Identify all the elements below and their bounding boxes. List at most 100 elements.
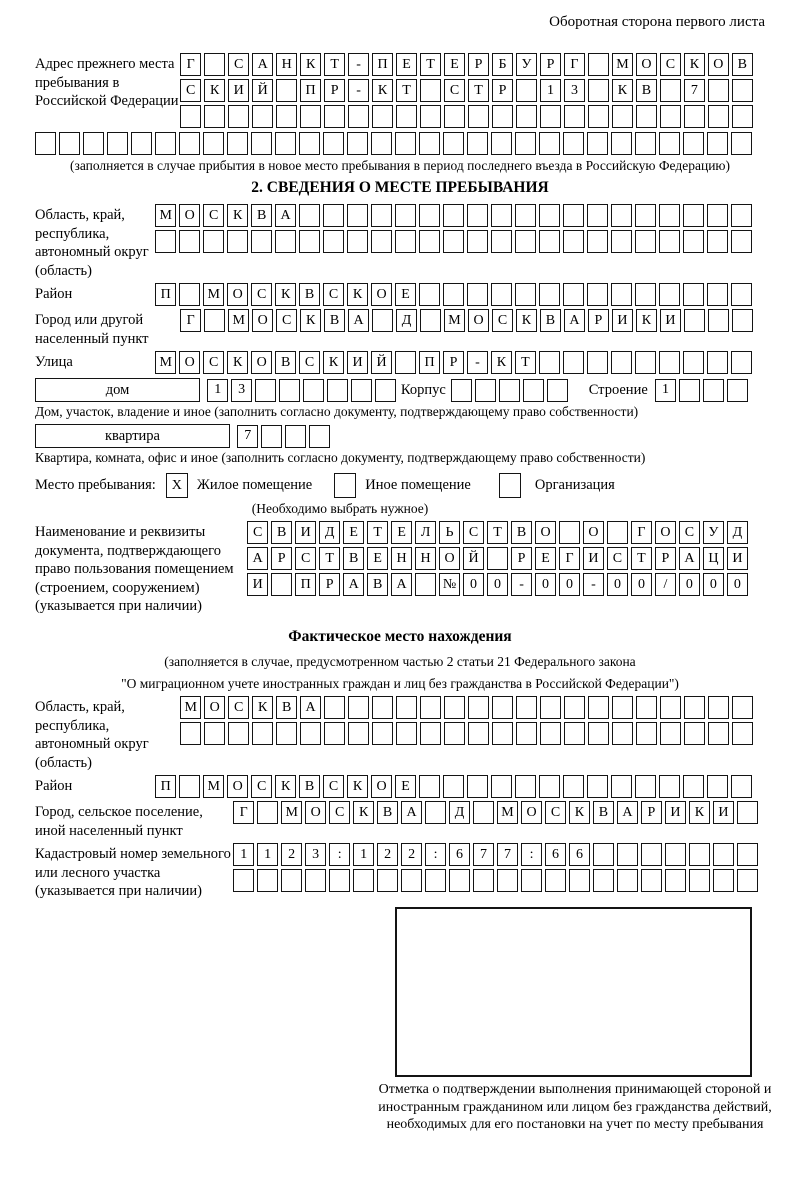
grid-cell [154,132,177,155]
grid-cell: С [202,204,225,227]
grid-cell: С [180,79,202,102]
grid-cell [251,722,274,746]
form-page: Оборотная сторона первого листа Адрес пр… [35,14,772,1132]
grid-cell: О [635,53,658,76]
grid-cell: Ц [702,547,725,571]
grid-cell [587,722,610,746]
grid-cell: С [227,53,250,76]
grid-cell [418,204,441,227]
grid-cell: 7 [472,843,495,867]
city-label: Город или другой населенный пункт [35,312,149,347]
grid-cell [586,230,609,253]
grid-cell [280,869,303,893]
grid-cell: О [226,283,249,307]
grid-cell [586,351,609,375]
grid-cell: 6 [448,843,471,867]
grid-cell: Т [486,521,509,545]
grid-cell [250,230,273,253]
grid-cell: К [635,309,658,333]
grid-cell: 0 [702,573,725,597]
grid-cell [490,775,513,799]
grid-cell: 0 [486,573,509,597]
grid-cell [374,378,397,402]
grid-cell [706,132,728,155]
grid-cell: 7 [237,424,259,448]
grid-cell: К [688,801,711,825]
apartment-row: квартира 7 [35,424,765,449]
grid-cell [736,801,759,825]
grid-cell: Г [180,309,202,333]
grid-cell: 0 [606,573,629,597]
grid-cell [682,230,705,253]
grid-cell [322,204,345,227]
grid-cell: У [702,521,725,545]
grid-cell: К [274,775,297,799]
grid-cell [302,378,325,402]
grid-cell [418,283,441,307]
grid-cell: 1 [207,378,229,402]
grid-cell [491,105,514,128]
grid-cell [586,132,609,155]
grid-cell [514,204,537,227]
grid-cell [256,869,279,893]
grid-cell: Т [366,521,389,545]
grid-cell [539,105,562,128]
grid-cell [731,722,754,746]
grid-cell: П [155,283,177,307]
grid-cell: С [322,283,345,307]
grid-cell [251,105,274,128]
grid-cell [395,696,418,720]
grid-cell [706,351,729,375]
grid-cell [178,230,201,253]
grid-cell: С [443,79,466,102]
grid-cell [350,378,373,402]
stay-type-note: (Необходимо выбрать нужное) [251,501,429,517]
grid-cell [394,204,417,227]
grid-cell [514,775,537,799]
grid-cell: 2 [400,843,423,867]
house-note: Дом, участок, владение и иное (заполнить… [35,404,639,420]
stamp-box [395,907,752,1078]
grid-cell: Д [726,521,749,545]
grid-cell [538,204,561,227]
grid-row [180,105,756,128]
grid-cell [275,105,298,128]
grid-cell [538,132,561,155]
grid-cell: И [664,801,687,825]
stay-type-option-residential: Жилое помещение [196,477,313,494]
grid-cell [730,204,753,227]
grid-cell [706,775,729,799]
grid-cell: С [298,351,321,375]
grid-cell [394,351,417,375]
grid-cell [278,378,301,402]
grid-cell [466,230,489,253]
grid-cell: О [178,351,201,375]
grid-cell [274,230,297,253]
grid-cell [106,132,129,155]
grid-cell [592,869,615,893]
grid-cell [611,722,634,746]
grid-cell [371,722,394,746]
grid-cell [370,204,393,227]
grid-cell [424,801,447,825]
grid-cell: И [611,309,634,333]
grid-cell: 1 [233,843,255,867]
grid-cell [658,204,681,227]
grid-cell [688,843,711,867]
grid-row [180,722,756,746]
grid-cell [706,230,729,253]
grid-cell: А [247,547,269,571]
grid-cell: С [491,309,514,333]
grid-cell: Г [563,53,586,76]
grid-cell: П [155,775,177,799]
grid-cell: : [424,843,447,867]
grid-cell: М [227,309,250,333]
stroenie-cells: 1 [654,378,751,402]
grid-cell [202,132,225,155]
grid-cell: П [294,573,317,597]
